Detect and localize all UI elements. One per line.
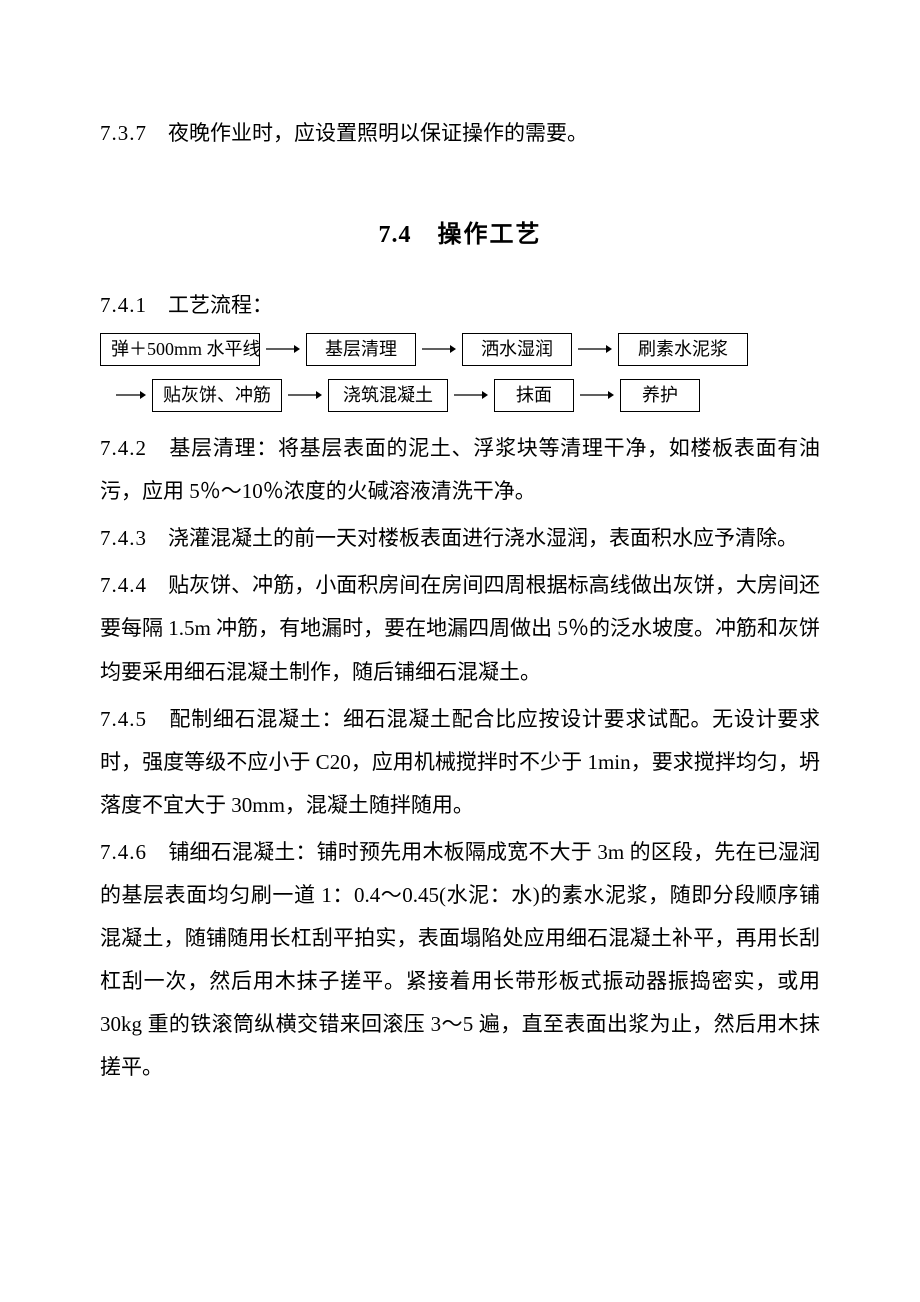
clause-number: 7.4.1: [100, 293, 147, 317]
para-7-4-2: 7.4.2 基层清理：将基层表面的泥土、浮浆块等清理干净，如楼板表面有油污，应用…: [100, 427, 820, 513]
clause-number: 7.3.7: [100, 121, 147, 145]
para-7-3-7: 7.3.7 夜晚作业时，应设置照明以保证操作的需要。: [100, 112, 820, 155]
flow-box: 养护: [620, 379, 700, 412]
clause-text: 配制细石混凝土：细石混凝土配合比应按设计要求试配。无设计要求时，强度等级不应小于…: [100, 707, 820, 817]
clause-number: 7.4.5: [100, 707, 147, 731]
process-flowchart: 弹＋500mm 水平线 基层清理 洒水湿润 刷素水泥浆 贴灰饼、冲筋 浇筑混凝土…: [100, 331, 820, 413]
flow-box: 抹面: [494, 379, 574, 412]
section-number: 7.4: [379, 222, 412, 248]
clause-text: 工艺流程：: [168, 293, 273, 317]
section-text: 操作工艺: [438, 222, 542, 248]
arrow-icon: [266, 344, 300, 354]
arrow-icon: [578, 344, 612, 354]
clause-text: 浇灌混凝土的前一天对楼板表面进行浇水湿润，表面积水应予清除。: [168, 526, 798, 550]
para-7-4-1: 7.4.1 工艺流程：: [100, 284, 820, 327]
arrow-icon: [116, 390, 146, 400]
arrow-icon: [422, 344, 456, 354]
arrow-icon: [580, 390, 614, 400]
para-7-4-6: 7.4.6 铺细石混凝土：铺时预先用木板隔成宽不大于 3m 的区段，先在已湿润的…: [100, 831, 820, 1089]
clause-text: 铺细石混凝土：铺时预先用木板隔成宽不大于 3m 的区段，先在已湿润的基层表面均匀…: [100, 840, 820, 1079]
arrow-icon: [288, 390, 322, 400]
clause-text: 基层清理：将基层表面的泥土、浮浆块等清理干净，如楼板表面有油污，应用 5％～10…: [100, 436, 820, 503]
flow-box: 贴灰饼、冲筋: [152, 379, 282, 412]
clause-number: 7.4.2: [100, 436, 147, 460]
clause-number: 7.4.3: [100, 526, 147, 550]
clause-number: 7.4.6: [100, 840, 147, 864]
section-7-4-title: 7.4 操作工艺: [100, 211, 820, 260]
arrow-icon: [454, 390, 488, 400]
flow-row-1: 弹＋500mm 水平线 基层清理 洒水湿润 刷素水泥浆: [100, 331, 820, 367]
clause-number: 7.4.4: [100, 573, 147, 597]
clause-text: 贴灰饼、冲筋，小面积房间在房间四周根据标高线做出灰饼，大房间还要每隔 1.5m …: [100, 573, 820, 683]
para-7-4-5: 7.4.5 配制细石混凝土：细石混凝土配合比应按设计要求试配。无设计要求时，强度…: [100, 698, 820, 827]
para-7-4-3: 7.4.3 浇灌混凝土的前一天对楼板表面进行浇水湿润，表面积水应予清除。: [100, 517, 820, 560]
flow-box: 洒水湿润: [462, 333, 572, 366]
flow-row-2: 贴灰饼、冲筋 浇筑混凝土 抹面 养护: [100, 377, 820, 413]
flow-box: 弹＋500mm 水平线: [100, 333, 260, 366]
flow-box: 浇筑混凝土: [328, 379, 448, 412]
document-page: 7.3.7 夜晚作业时，应设置照明以保证操作的需要。 7.4 操作工艺 7.4.…: [0, 0, 920, 1302]
flow-box: 基层清理: [306, 333, 416, 366]
para-7-4-4: 7.4.4 贴灰饼、冲筋，小面积房间在房间四周根据标高线做出灰饼，大房间还要每隔…: [100, 564, 820, 693]
clause-text: 夜晚作业时，应设置照明以保证操作的需要。: [168, 121, 588, 145]
flow-box: 刷素水泥浆: [618, 333, 748, 366]
